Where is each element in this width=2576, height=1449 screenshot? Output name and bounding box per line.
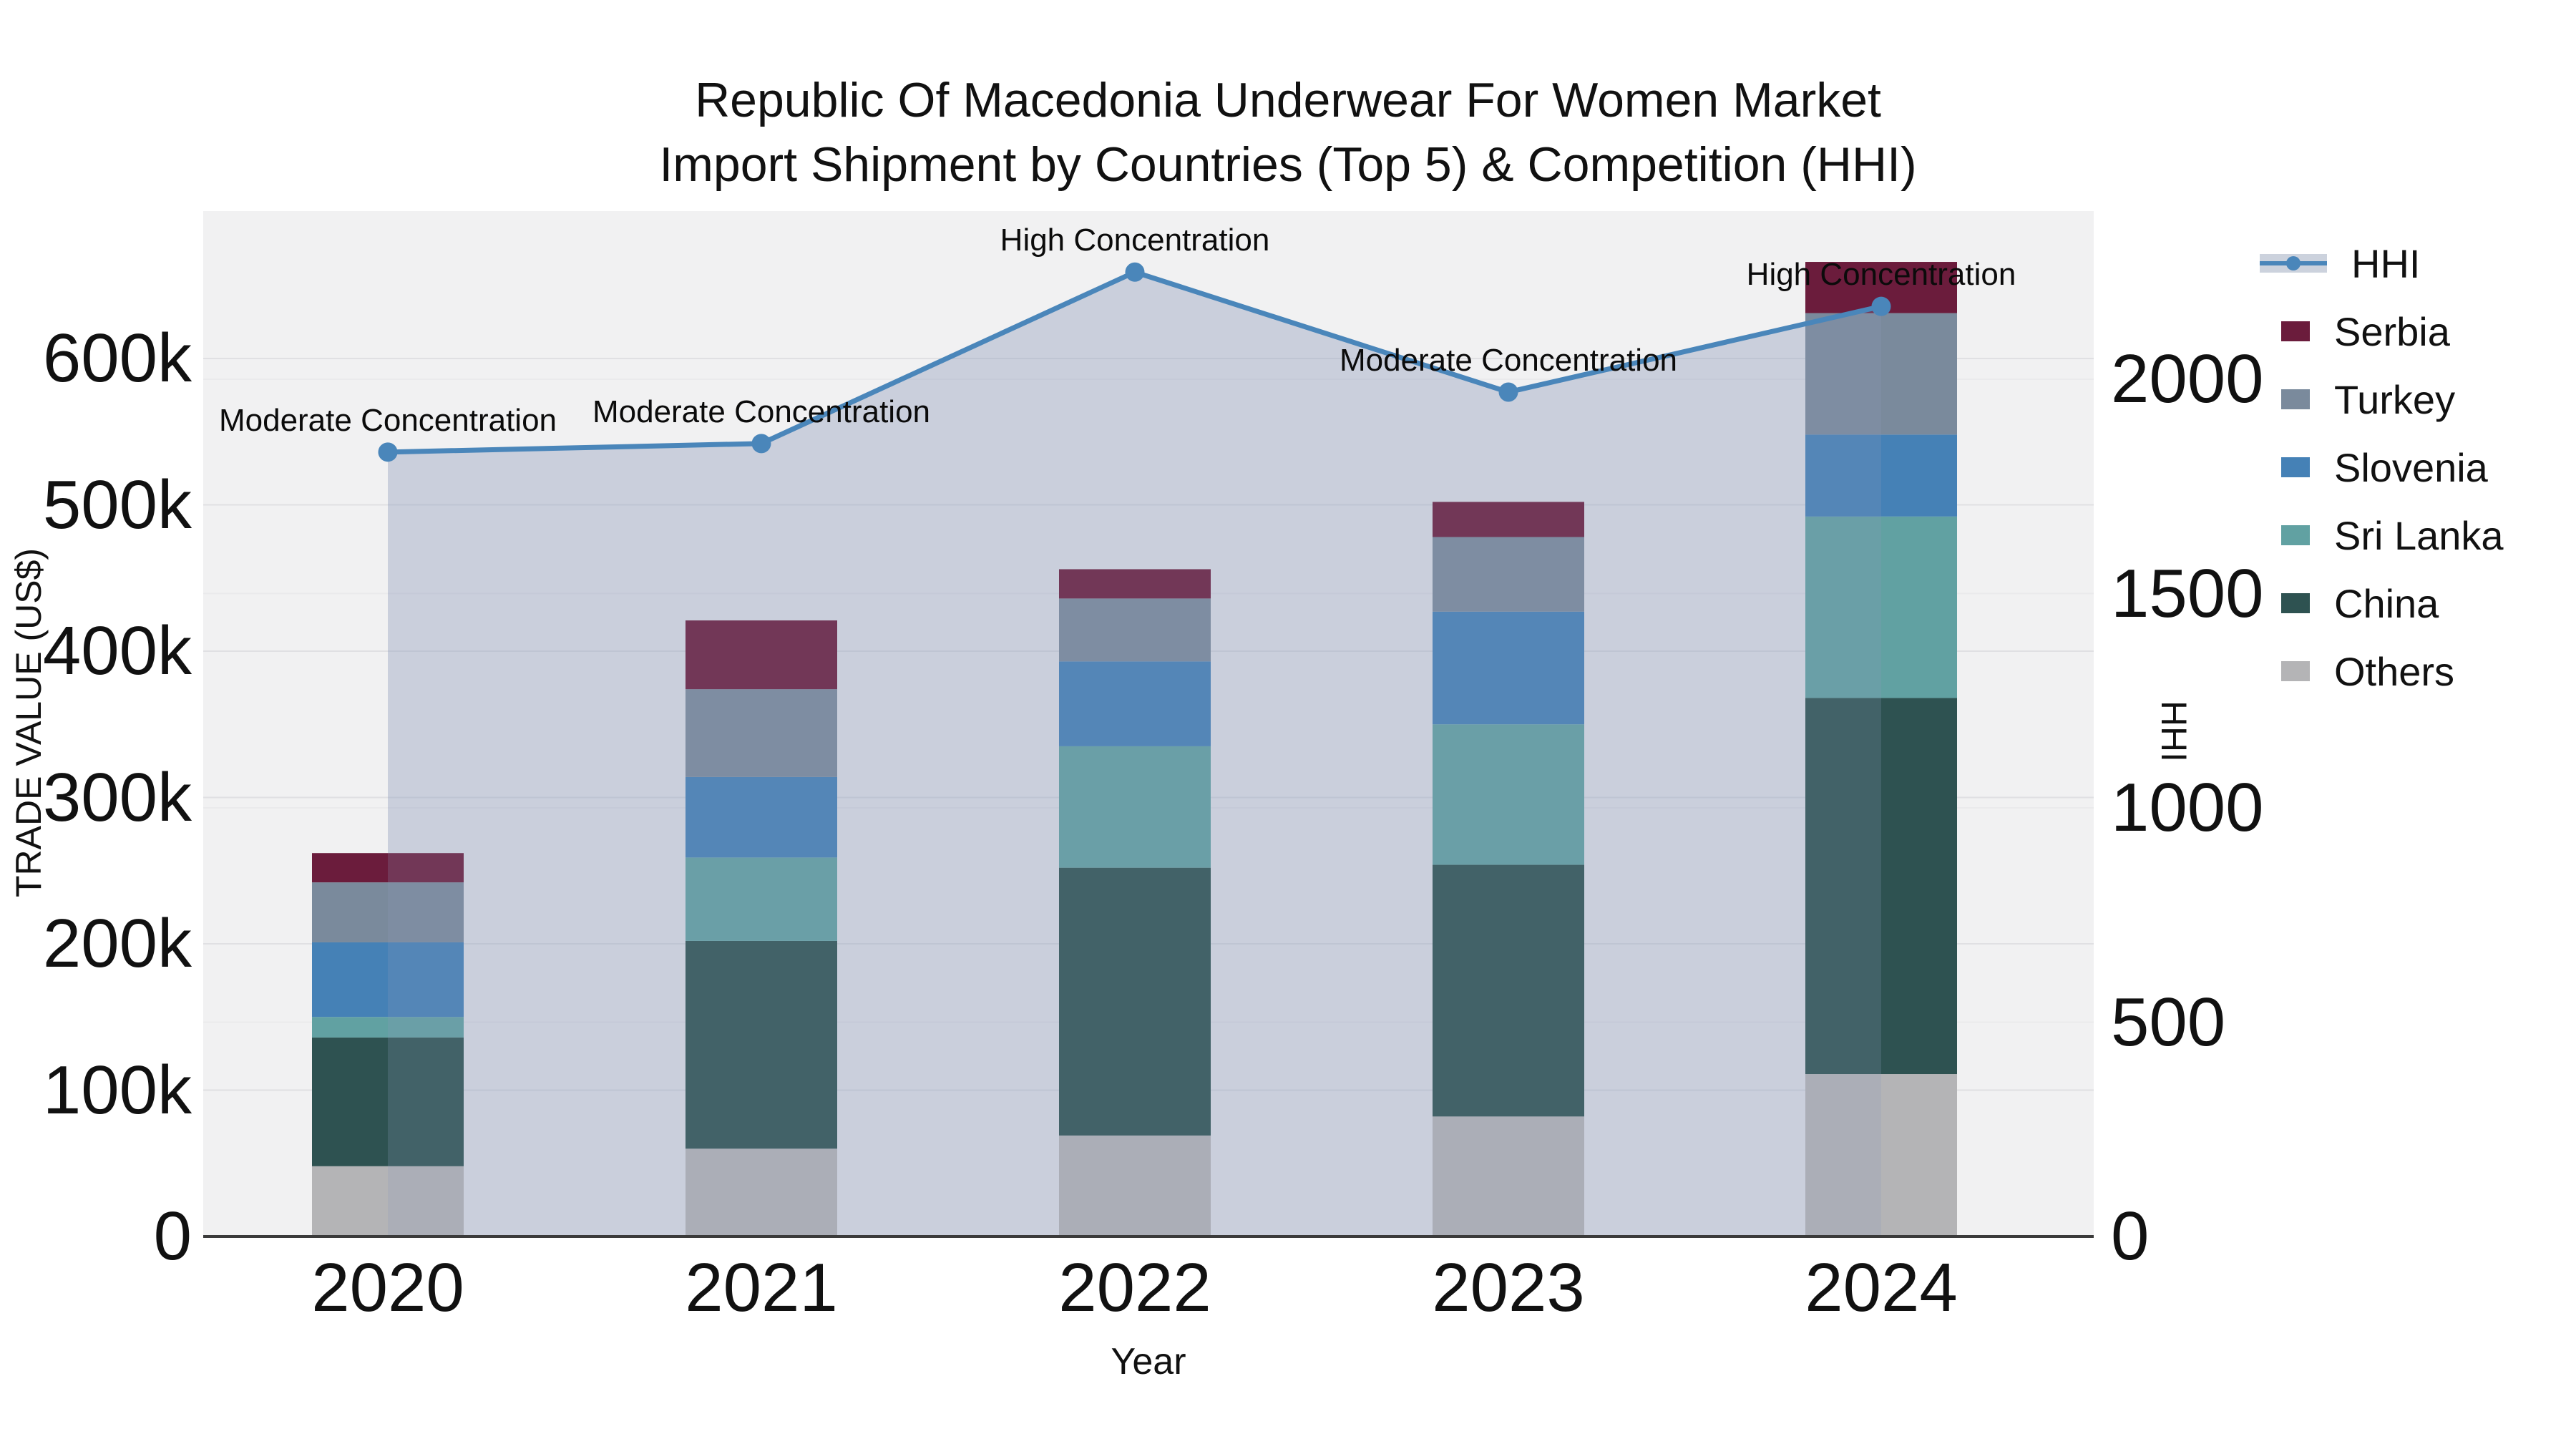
bar-segment-others-2023[interactable] <box>1433 1116 1584 1236</box>
bar-segment-others-2022[interactable] <box>1059 1135 1211 1236</box>
bar-segment-sri-lanka-2021[interactable] <box>686 857 837 941</box>
legend-label: Serbia <box>2334 308 2450 354</box>
hhi-line-legend-icon <box>2260 254 2327 273</box>
y-left-tick-500k: 500k <box>42 466 192 543</box>
y-left-tick-600k: 600k <box>42 320 192 396</box>
annotation-2024: High Concentration <box>1746 257 2016 293</box>
bar-segment-turkey-2023[interactable] <box>1433 537 1584 612</box>
bar-segment-turkey-2020[interactable] <box>312 882 464 942</box>
y-left-tick-100k: 100k <box>42 1051 192 1128</box>
legend-label: Turkey <box>2334 376 2456 422</box>
y-left-tick-300k: 300k <box>42 758 192 836</box>
bar-segment-others-2020[interactable] <box>312 1166 464 1236</box>
chart-title-line1: Republic Of Macedonia Underwear For Wome… <box>695 73 1881 127</box>
bar-segment-slovenia-2020[interactable] <box>312 942 464 1018</box>
bar-segment-turkey-2022[interactable] <box>1059 598 1211 662</box>
legend-swatch-icon <box>2281 389 2310 409</box>
x-axis-title: Year <box>1111 1341 1186 1382</box>
y-left-tick-0: 0 <box>153 1198 192 1274</box>
hhi-marker-2023[interactable] <box>1498 382 1518 402</box>
bar-segment-sri-lanka-2020[interactable] <box>312 1017 464 1038</box>
y-left-tick-200k: 200k <box>42 905 192 982</box>
x-tick-2022: 2022 <box>1058 1249 1211 1326</box>
legend-label: Others <box>2334 648 2455 694</box>
bar-segment-slovenia-2021[interactable] <box>686 776 837 858</box>
y-right-tick-1000: 1000 <box>2111 769 2264 846</box>
hhi-marker-2020[interactable] <box>378 442 398 462</box>
bar-segment-china-2020[interactable] <box>312 1037 464 1166</box>
legend-label: HHI <box>2351 240 2421 286</box>
legend-swatch-icon <box>2281 457 2310 477</box>
chart-title: Republic Of Macedonia Underwear For Wome… <box>0 69 2576 197</box>
annotation-2023: Moderate Concentration <box>1339 342 1678 378</box>
annotation-2021: Moderate Concentration <box>592 394 931 429</box>
bar-segment-slovenia-2023[interactable] <box>1433 611 1584 725</box>
bar-segment-china-2024[interactable] <box>1805 698 1957 1075</box>
legend-label: Slovenia <box>2334 444 2488 490</box>
bar-segment-sri-lanka-2022[interactable] <box>1059 746 1211 868</box>
y-axis-right-title: HHI <box>2154 700 2194 763</box>
bar-segment-china-2022[interactable] <box>1059 867 1211 1136</box>
bar-segment-slovenia-2024[interactable] <box>1805 434 1957 517</box>
y-right-tick-2000: 2000 <box>2111 341 2264 417</box>
bar-segment-others-2024[interactable] <box>1805 1074 1957 1236</box>
x-tick-2020: 2020 <box>311 1249 464 1326</box>
bar-segment-serbia-2022[interactable] <box>1059 569 1211 599</box>
bar-segment-slovenia-2022[interactable] <box>1059 661 1211 746</box>
bar-segment-sri-lanka-2023[interactable] <box>1433 724 1584 865</box>
legend-item-slovenia[interactable]: Slovenia <box>2260 444 2488 490</box>
y-axis-left-title: TRADE VALUE (US$) <box>9 547 49 898</box>
y-right-tick-1500: 1500 <box>2111 555 2264 632</box>
bar-segment-serbia-2020[interactable] <box>312 853 464 883</box>
x-tick-2024: 2024 <box>1805 1249 1958 1326</box>
bar-segment-sri-lanka-2024[interactable] <box>1805 516 1957 698</box>
bar-segment-serbia-2023[interactable] <box>1433 502 1584 537</box>
bar-segment-serbia-2021[interactable] <box>686 620 837 690</box>
y-right-tick-500: 500 <box>2111 983 2226 1060</box>
legend-swatch-icon <box>2281 321 2310 341</box>
legend-label: China <box>2334 580 2439 626</box>
x-tick-2021: 2021 <box>685 1249 838 1326</box>
annotation-2022: High Concentration <box>1000 223 1270 258</box>
x-tick-2023: 2023 <box>1432 1249 1585 1326</box>
legend-item-sri-lanka[interactable]: Sri Lanka <box>2260 512 2504 558</box>
hhi-marker-2022[interactable] <box>1125 262 1145 282</box>
legend-item-hhi[interactable]: HHI <box>2260 240 2421 286</box>
legend-item-china[interactable]: China <box>2260 580 2439 626</box>
legend-swatch-icon <box>2281 525 2310 545</box>
hhi-marker-2024[interactable] <box>1871 296 1891 316</box>
annotation-2020: Moderate Concentration <box>218 402 557 438</box>
bar-segment-turkey-2021[interactable] <box>686 689 837 777</box>
bar-segment-others-2021[interactable] <box>686 1148 837 1236</box>
y-left-tick-400k: 400k <box>42 613 192 689</box>
bar-segment-china-2021[interactable] <box>686 940 837 1149</box>
legend-swatch-icon <box>2281 661 2310 681</box>
legend-swatch-icon <box>2281 593 2310 613</box>
legend-item-others[interactable]: Others <box>2260 648 2455 694</box>
bar-segment-china-2023[interactable] <box>1433 864 1584 1117</box>
hhi-marker-2021[interactable] <box>751 434 771 454</box>
chart-title-line2: Import Shipment by Countries (Top 5) & C… <box>659 137 1917 192</box>
legend-item-turkey[interactable]: Turkey <box>2260 376 2456 422</box>
bar-segment-turkey-2024[interactable] <box>1805 313 1957 435</box>
legend-item-serbia[interactable]: Serbia <box>2260 308 2450 354</box>
legend-label: Sri Lanka <box>2334 512 2504 558</box>
y-right-tick-0: 0 <box>2111 1198 2150 1274</box>
